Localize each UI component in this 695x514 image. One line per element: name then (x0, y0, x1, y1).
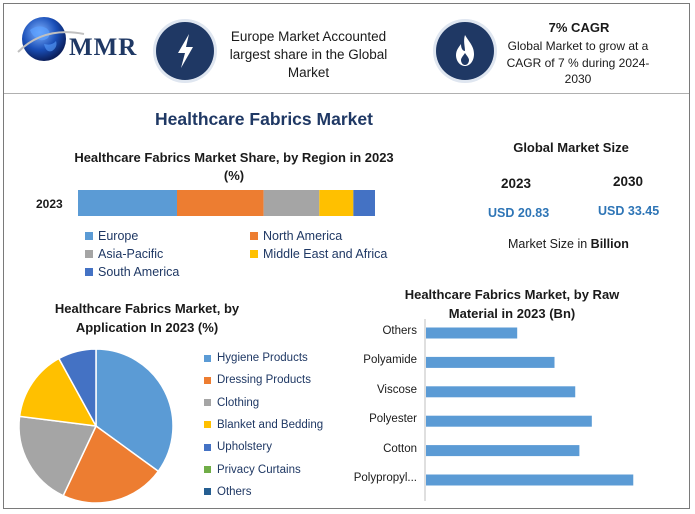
category-label-polyester: Polyester (369, 413, 417, 426)
bar-cotton (426, 445, 580, 457)
pie-slice-upholstery (57, 348, 97, 427)
bar-polyester (426, 415, 592, 427)
legend-europe: Europe (85, 229, 138, 243)
legend-label: Clothing (217, 396, 260, 409)
legend-middle-east-africa: Middle East and Africa (250, 247, 387, 261)
infographic-frame: MMR Europe Market Accounted largest shar… (3, 3, 690, 509)
legend-swatch (85, 232, 93, 240)
legend-swatch (204, 466, 211, 473)
cagr-title: 7% CAGR (548, 20, 610, 35)
category-label-others: Others (382, 325, 417, 337)
logo-text: MMR (69, 34, 138, 61)
legend-swatch (204, 399, 211, 407)
legend-swatch (250, 232, 258, 240)
region-stacked-bar (78, 190, 375, 216)
pie-legend-privacy-curtains: Privacy Curtains (204, 464, 301, 476)
legend-swatch (204, 421, 211, 429)
category-label-cotton: Cotton (383, 442, 417, 455)
bar-segment-north-america (177, 190, 264, 216)
legend-swatch (85, 268, 93, 276)
globe-icon (17, 17, 85, 61)
market-size-note-prefix: Market Size in (508, 237, 591, 251)
category-label-viscose: Viscose (376, 383, 417, 396)
raw-material-chart-title: Healthcare Fabrics Market, by Raw Materi… (404, 287, 620, 321)
market-value-2030: USD 33.45 (598, 204, 660, 218)
flame-icon (436, 22, 494, 80)
cagr-text: Global Market to grow at a CAGR of 7 % d… (506, 39, 650, 86)
legend-label: Europe (98, 229, 139, 243)
main-title: Healthcare Fabrics Market (155, 109, 373, 129)
mmr-logo: MMR (14, 12, 149, 66)
legend-swatch (250, 250, 258, 258)
category-label-polyamide: Polyamide (363, 354, 417, 367)
legend-swatch (204, 354, 211, 362)
bar-segment-asia-pacific (263, 190, 320, 216)
header-divider (4, 93, 689, 94)
region-year-label: 2023 (36, 197, 63, 211)
legend-label: Others (217, 485, 252, 498)
pie-slice-blanket-and-bedding (18, 357, 98, 427)
legend-label: North America (263, 229, 343, 243)
europe-share-text: Europe Market Accounted largest share in… (229, 29, 388, 80)
bar-polyamide (426, 356, 555, 368)
legend-asia-pacific: Asia-Pacific (85, 247, 163, 261)
legend-label: Privacy Curtains (217, 463, 301, 476)
bar-segment-middle-east-and-africa (319, 190, 354, 216)
legend-label: Upholstery (217, 441, 272, 454)
raw-material-bar-chart (424, 319, 634, 501)
pie-legend-upholstery: Upholstery (204, 441, 272, 453)
bar-segment-europe (78, 190, 177, 216)
category-label-polypropyl-: Polypropyl... (353, 472, 417, 484)
application-pie-chart (18, 348, 174, 504)
pie-slice-hygiene-products (95, 348, 174, 473)
market-size-note: Market Size in Billion (508, 237, 629, 251)
market-size-title: Global Market Size (513, 140, 629, 155)
pie-legend-hygiene-products: Hygiene Products (204, 352, 308, 364)
pie-legend-blanket-and-bedding: Blanket and Bedding (204, 419, 323, 431)
legend-north-america: North America (250, 229, 342, 243)
legend-south-america: South America (85, 265, 179, 279)
market-year-2030: 2030 (613, 174, 644, 189)
pie-legend-clothing: Clothing (204, 397, 259, 409)
legend-label: South America (98, 265, 180, 279)
legend-label: Hygiene Products (217, 352, 308, 364)
legend-label: Asia-Pacific (98, 247, 164, 261)
bar-viscose (426, 386, 576, 398)
pie-legend-others: Others (204, 486, 252, 498)
legend-label: Dressing Products (217, 374, 311, 387)
application-chart-title: Healthcare Fabrics Market, by Applicatio… (54, 301, 240, 335)
bar-segment-south-america (353, 190, 375, 216)
pie-legend-dressing-products: Dressing Products (204, 374, 311, 386)
legend-swatch (204, 376, 211, 384)
pie-slice-clothing (18, 415, 98, 497)
legend-label: Blanket and Bedding (217, 418, 324, 431)
legend-swatch (85, 250, 93, 258)
market-value-2023: USD 20.83 (488, 206, 550, 220)
legend-label: Middle East and Africa (263, 247, 388, 261)
market-size-unit: Billion (590, 237, 629, 251)
bar-others (426, 327, 518, 339)
region-chart-title: Healthcare Fabrics Market Share, by Regi… (74, 150, 394, 183)
legend-swatch (204, 443, 211, 451)
bar-polypropyl- (426, 474, 634, 486)
market-year-2023: 2023 (501, 176, 532, 191)
legend-swatch (204, 488, 211, 496)
lightning-bolt-icon (156, 22, 214, 80)
